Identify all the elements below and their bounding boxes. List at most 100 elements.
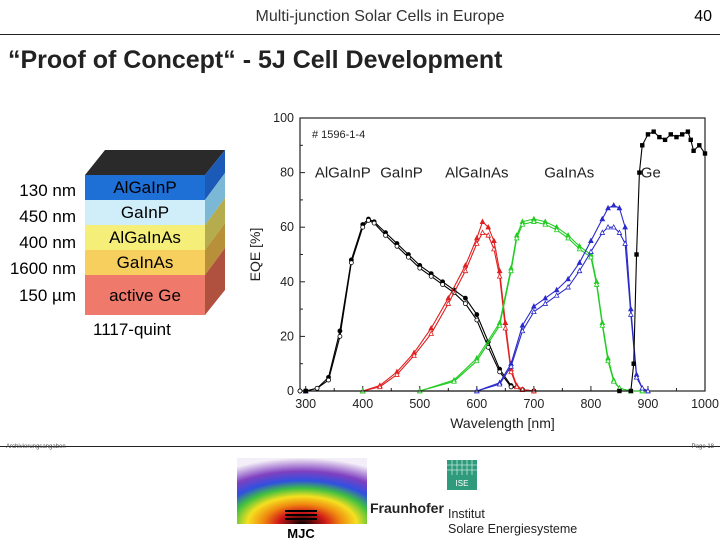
data-point (473, 234, 480, 241)
data-point (588, 237, 594, 244)
data-point (588, 248, 594, 254)
data-point (326, 377, 331, 383)
data-point (502, 324, 509, 331)
layer-thickness-4: 1600 nm (9, 259, 76, 278)
junction-label: GaInP (380, 165, 423, 182)
data-point (491, 237, 497, 244)
plot-frame (299, 117, 706, 392)
data-point (610, 202, 617, 208)
data-point (697, 143, 702, 148)
data-point (576, 245, 583, 252)
data-point (542, 294, 549, 301)
data-point (496, 380, 503, 387)
data-point (314, 385, 320, 391)
data-point (496, 273, 503, 279)
data-point (639, 385, 646, 391)
data-point (479, 218, 486, 224)
data-point (565, 234, 571, 241)
x-tick-label: 600 (466, 397, 487, 411)
data-point (688, 137, 693, 143)
data-point (337, 333, 343, 339)
data-point (485, 232, 492, 238)
data-point (622, 240, 629, 246)
x-tick-label: 1000 (691, 397, 719, 411)
data-point (451, 378, 457, 384)
fraunhofer-logo-text: Fraunhofer (370, 500, 444, 516)
data-point (634, 252, 639, 257)
data-point (565, 283, 571, 290)
data-point (394, 243, 400, 249)
data-point (610, 223, 617, 230)
footer-archive-text: Archivierungsangaben (6, 444, 66, 450)
data-point (462, 262, 469, 268)
layer-thickness-2: 450 nm (19, 207, 76, 226)
junction-label: Ge (641, 165, 661, 182)
data-point (599, 322, 606, 328)
labels-layer: # 1596-1-4 AlGaInP GaInP AlGaInAs GaInAs Ge (312, 129, 661, 182)
data-point (576, 259, 583, 265)
junction-label: AlGaInAs (445, 165, 508, 182)
data-point (474, 317, 480, 323)
data-point (616, 204, 623, 211)
data-point (637, 170, 642, 175)
series-layer (297, 129, 708, 394)
data-point (531, 308, 537, 315)
x-tick-label: 400 (352, 397, 373, 411)
footer-divider (0, 446, 720, 447)
data-point (519, 322, 526, 328)
data-point (496, 322, 503, 328)
data-point (405, 254, 411, 260)
series-line (305, 204, 649, 392)
data-point (366, 217, 371, 223)
series-9 (303, 129, 708, 394)
data-point (508, 267, 514, 274)
data-point (508, 363, 514, 369)
data-point (371, 220, 377, 226)
x-tick-label: 900 (638, 397, 659, 411)
institute-line-1: Institut (448, 507, 485, 521)
cell-stack-caption: 1117-quint (93, 320, 171, 339)
data-point (531, 218, 537, 224)
layer-block-2 (85, 200, 205, 225)
data-point (599, 229, 606, 235)
mjc-logo: MJC (237, 458, 367, 540)
x-tick-label: 500 (409, 397, 430, 411)
junction-label: GaInAs (544, 165, 594, 182)
chart-axes: 300 400 500 600 700 800 900 1000 0 20 40 60 80 100 Wav… (247, 111, 719, 431)
data-point (440, 282, 446, 287)
data-point (513, 234, 520, 241)
data-point (593, 281, 600, 287)
data-point (462, 267, 469, 274)
data-point (542, 300, 549, 306)
data-point (616, 229, 623, 235)
layer-block-3 (85, 225, 205, 250)
ise-text: ISE (456, 479, 469, 488)
data-point (445, 300, 452, 306)
data-point (668, 132, 673, 137)
data-point (553, 292, 560, 298)
data-point (553, 286, 560, 293)
data-point (485, 223, 492, 230)
data-point (513, 383, 520, 390)
data-point (702, 151, 708, 156)
layer-thickness-5: 150 µm (18, 286, 76, 305)
data-point (508, 384, 514, 390)
junction-label: AlGaInP (315, 165, 371, 182)
header-title: Multi-junction Solar Cells in Europe (255, 8, 505, 25)
data-point (565, 275, 571, 282)
data-point (685, 129, 691, 134)
data-point (639, 387, 646, 394)
data-point (463, 301, 468, 307)
data-point (605, 357, 611, 364)
cell-stack-diagram: AlGaInP GaInP AlGaInAs GaInAs active Ge (85, 150, 225, 315)
data-point (599, 215, 606, 222)
data-point (479, 229, 486, 235)
y-tick-label: 40 (280, 275, 294, 289)
data-point (497, 369, 503, 375)
data-point (473, 357, 480, 364)
layer-block-5 (85, 275, 205, 315)
data-point (417, 265, 423, 271)
header-divider (0, 34, 720, 35)
data-point (651, 129, 656, 134)
layer-material-1: AlGaInP (113, 178, 176, 197)
